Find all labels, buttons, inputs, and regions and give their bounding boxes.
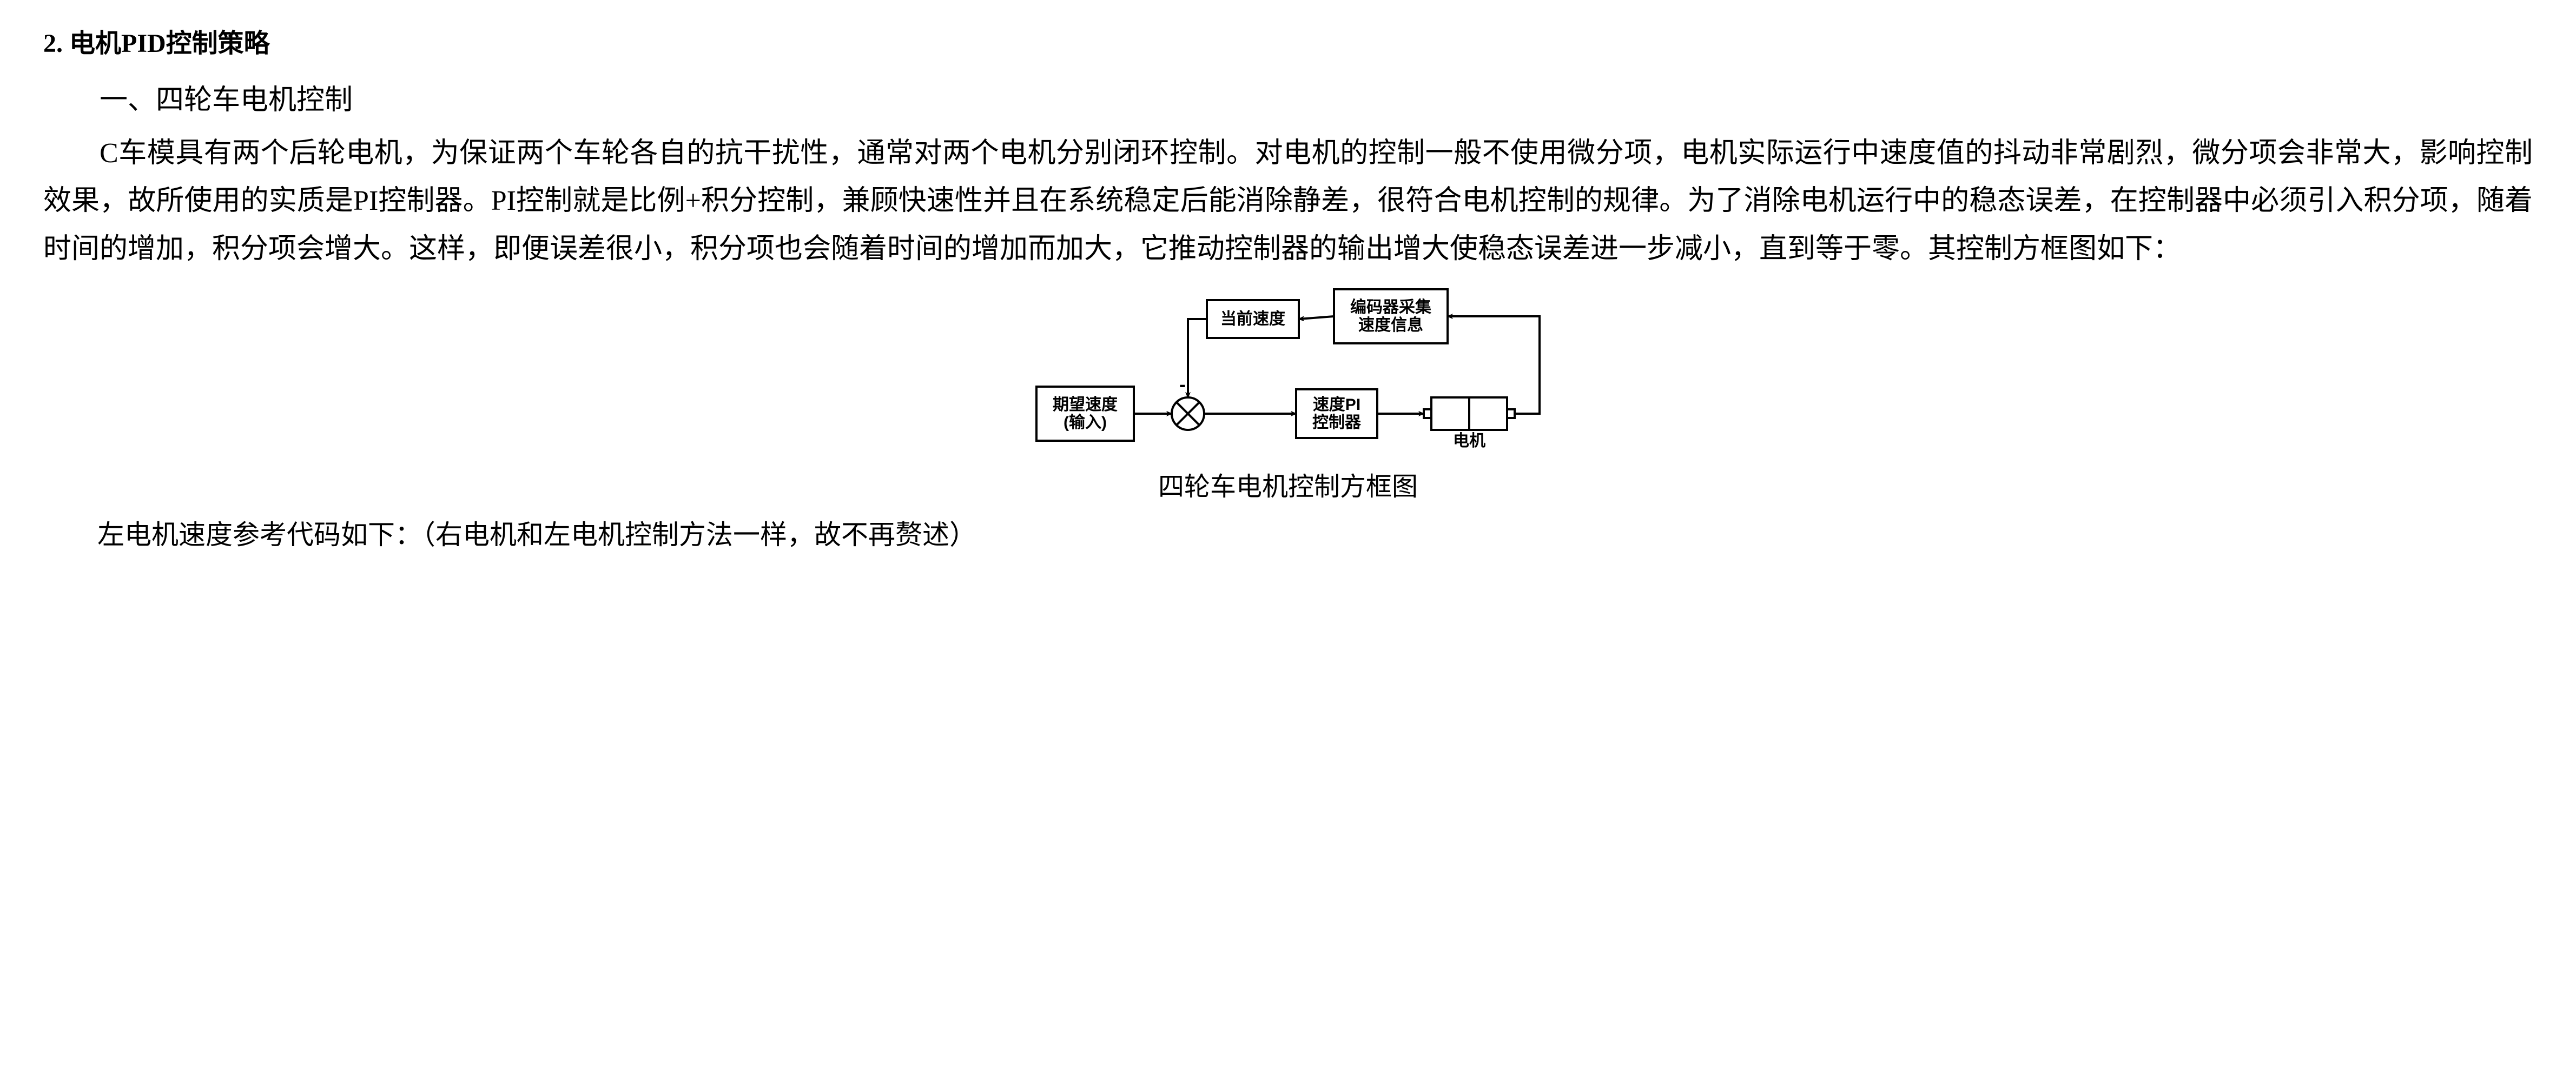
- svg-text:速度信息: 速度信息: [1358, 316, 1423, 334]
- subsection-header: 一、四轮车电机控制: [43, 77, 2533, 124]
- svg-text:编码器采集: 编码器采集: [1350, 298, 1432, 316]
- svg-text:控制器: 控制器: [1312, 414, 1362, 432]
- footer-line: 左电机速度参考代码如下：（右电机和左电机控制方法一样，故不再赘述）: [43, 512, 2533, 558]
- svg-text:速度PI: 速度PI: [1313, 396, 1360, 414]
- svg-text:当前速度: 当前速度: [1220, 310, 1285, 328]
- svg-text:(输入): (输入): [1064, 414, 1107, 432]
- block-diagram: 期望速度(输入) 当前速度 编码器采集速度信息速度PI控制器 - 电机: [43, 278, 2533, 462]
- subsection-title: 四轮车电机控制: [156, 85, 353, 116]
- section-header: 2. 电机PID控制策略: [43, 22, 2533, 66]
- flowchart-svg: 期望速度(输入) 当前速度 编码器采集速度信息速度PI控制器 - 电机: [1004, 278, 1572, 462]
- diagram-caption: 四轮车电机控制方框图: [43, 465, 2533, 509]
- svg-text:期望速度: 期望速度: [1053, 396, 1118, 414]
- section-number: 2.: [43, 29, 63, 58]
- section-title: 电机PID控制策略: [69, 29, 270, 58]
- svg-text:-: -: [1179, 373, 1186, 395]
- svg-text:电机: 电机: [1453, 432, 1485, 450]
- subsection-number: 一、: [100, 85, 156, 116]
- body-paragraph: C车模具有两个后轮电机，为保证两个车轮各自的抗干扰性，通常对两个电机分别闭环控制…: [43, 130, 2533, 273]
